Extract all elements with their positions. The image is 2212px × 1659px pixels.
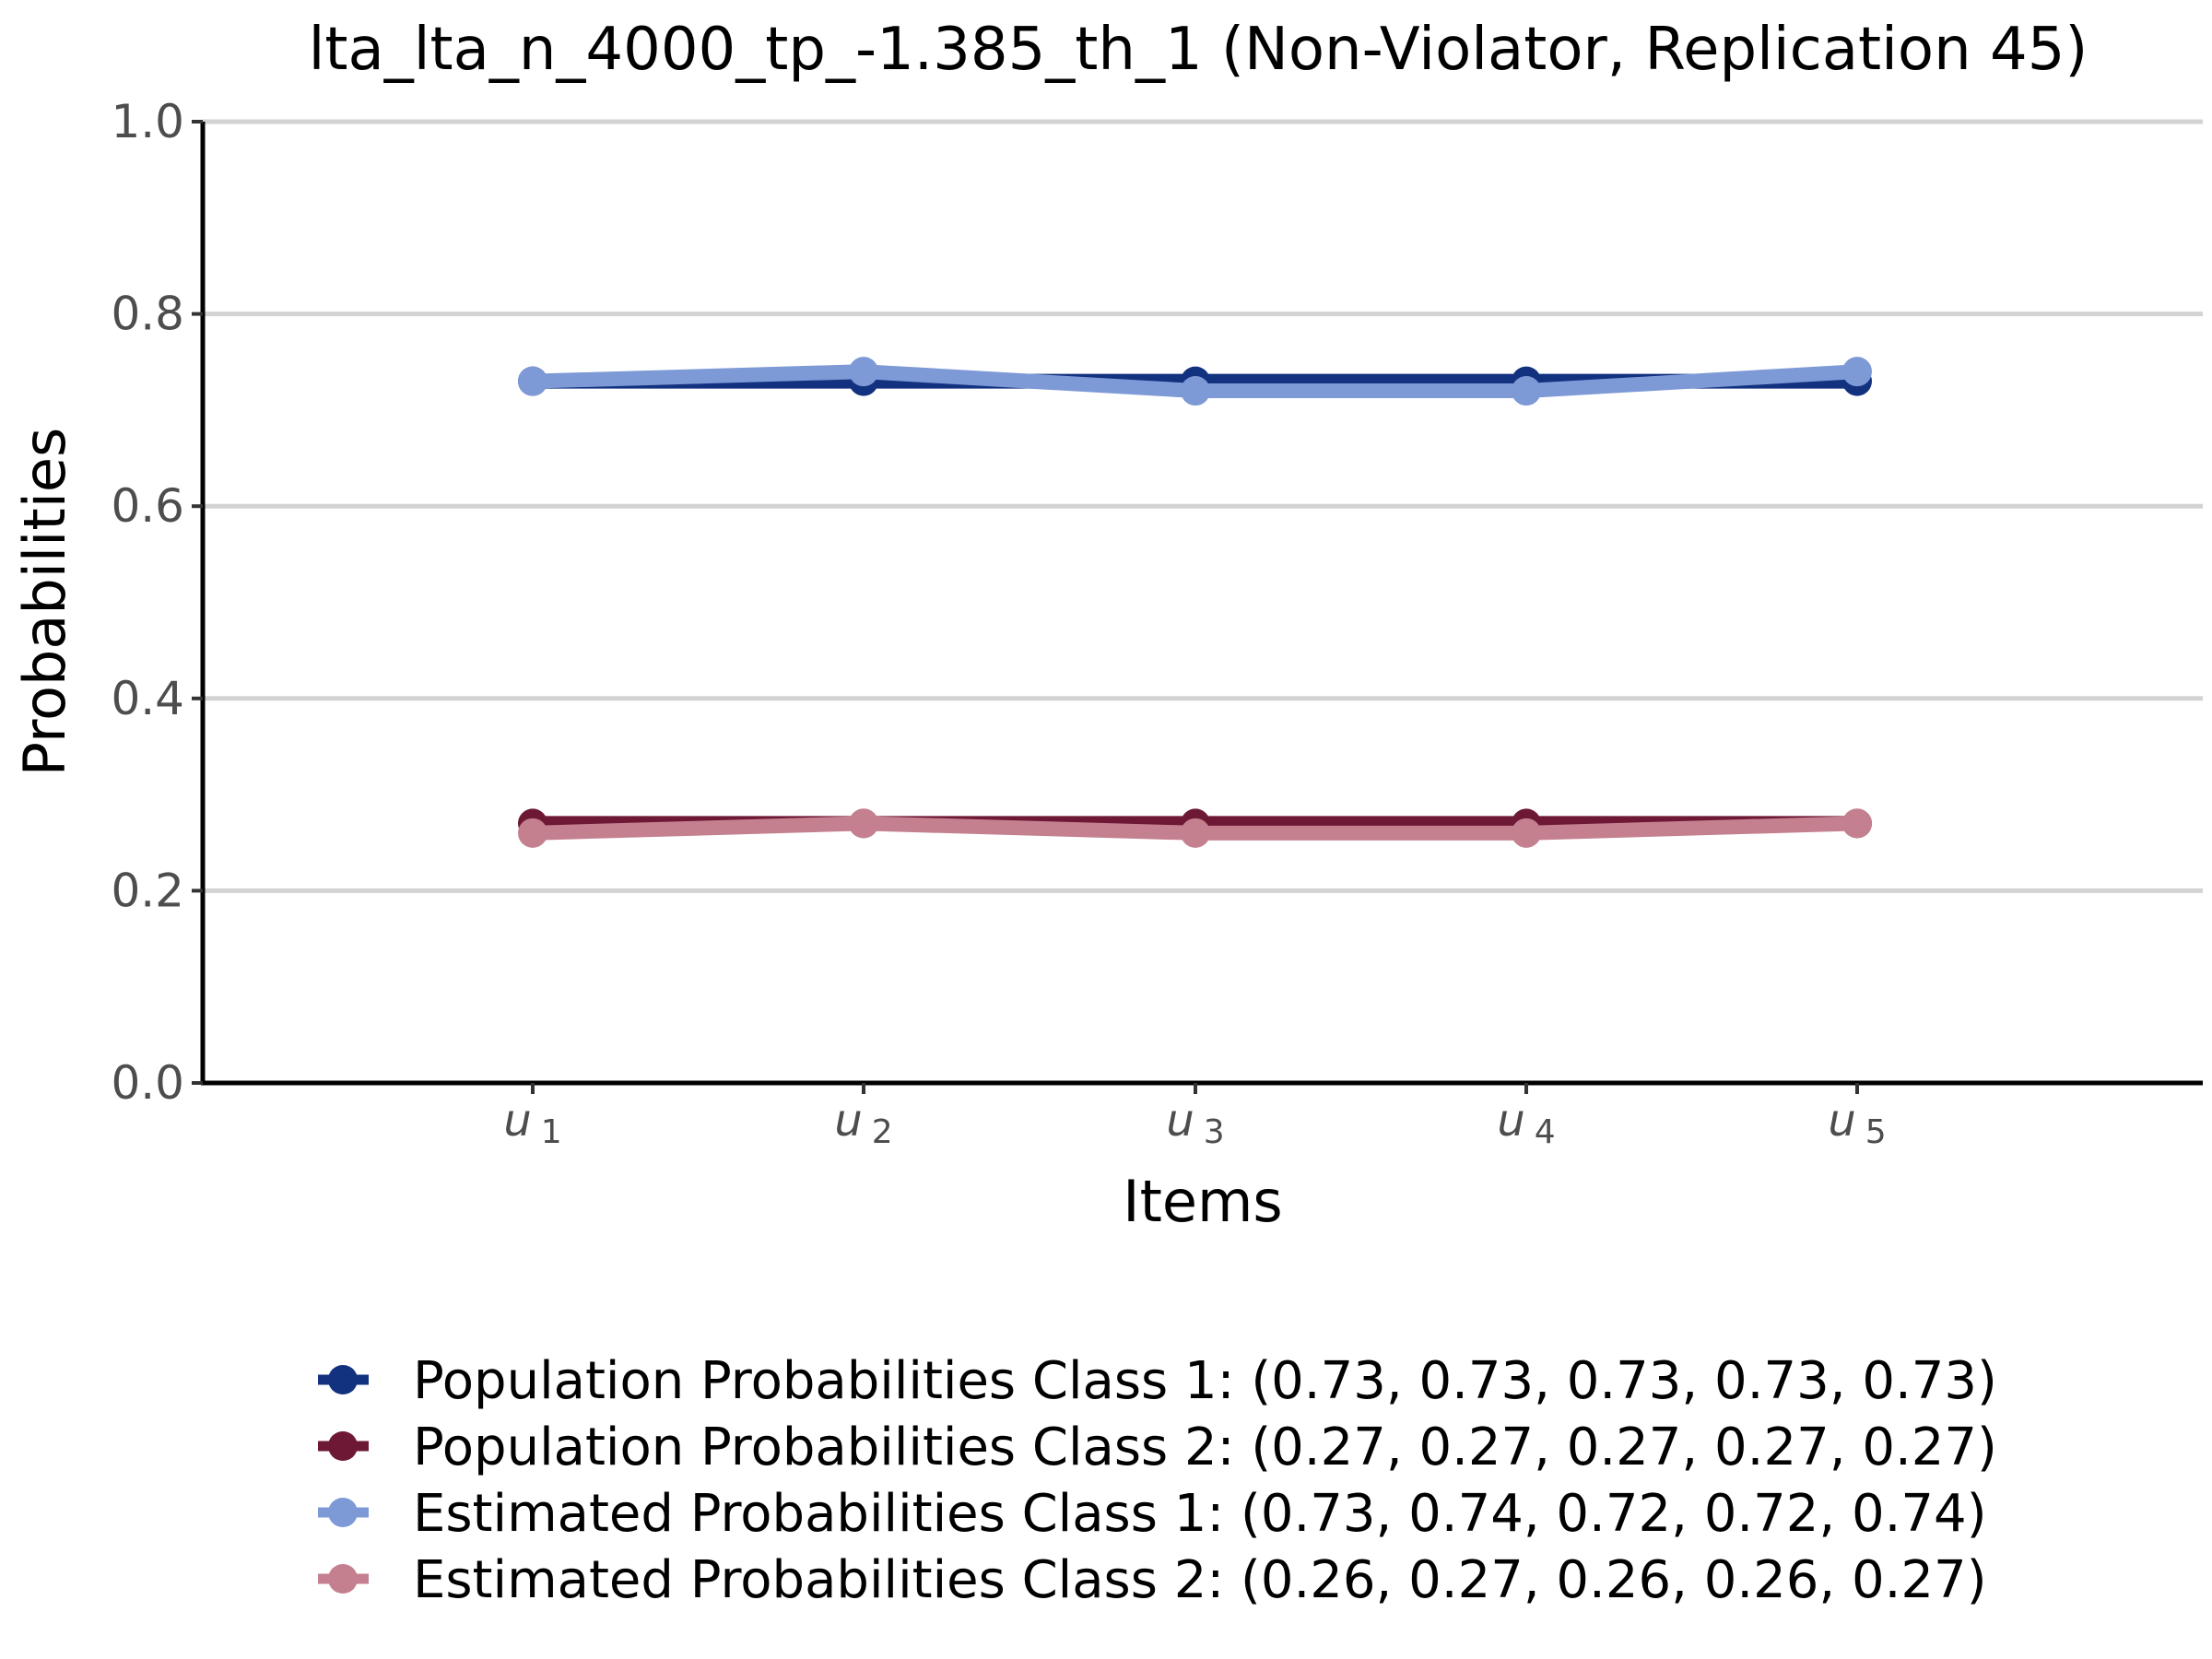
data-point [1181,376,1210,406]
x-axis-title: Items [1123,1168,1282,1235]
data-point [1512,818,1541,848]
legend-label: Estimated Probabilities Class 2: (0.26, … [413,1550,1987,1610]
y-tick-label: 0.2 [111,864,184,917]
gridlines [203,119,2203,893]
legend-marker [328,1498,358,1527]
data-point [518,818,547,848]
y-tick-label: 0.0 [111,1056,184,1110]
legend-label: Population Probabilities Class 1: (0.73,… [413,1351,1997,1411]
data-point [1512,376,1541,406]
legend: Population Probabilities Class 1: (0.73,… [318,1351,1997,1610]
y-axis-title: Probabilities [11,428,78,777]
chart-title: lta_lta_n_4000_tp_-1.385_th_1 (Non-Viola… [309,16,2088,84]
y-tick-label: 1.0 [111,95,184,148]
series [518,357,1872,848]
legend-label: Population Probabilities Class 2: (0.27,… [413,1418,1997,1477]
data-point [518,366,547,396]
legend-item: Estimated Probabilities Class 1: (0.73, … [318,1484,1987,1544]
legend-marker [328,1564,358,1594]
data-point [1842,808,1872,839]
y-tick-label: 0.4 [111,672,184,725]
data-point [849,357,878,387]
legend-marker [328,1431,358,1461]
axes [200,122,2203,1086]
legend-item: Estimated Probabilities Class 2: (0.26, … [318,1550,1987,1610]
series-4 [518,808,1872,848]
data-point [849,808,878,839]
legend-label: Estimated Probabilities Class 1: (0.73, … [413,1484,1987,1544]
y-tick-label: 0.8 [111,288,184,341]
data-point [1181,818,1210,848]
legend-item: Population Probabilities Class 2: (0.27,… [318,1418,1997,1477]
y-tick-label: 0.6 [111,479,184,533]
y-tick-labels: 0.0 0.2 0.4 0.6 0.8 1.0 [111,95,203,1110]
legend-marker [328,1365,358,1394]
data-point [1842,357,1872,387]
series-3 [518,357,1872,406]
legend-item: Population Probabilities Class 1: (0.73,… [318,1351,1997,1411]
